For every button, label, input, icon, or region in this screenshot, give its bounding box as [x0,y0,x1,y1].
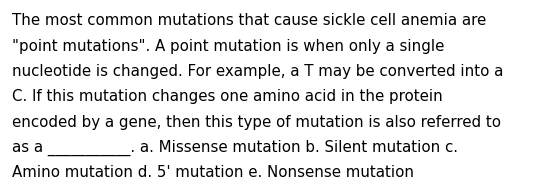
Text: "point mutations". A point mutation is when only a single: "point mutations". A point mutation is w… [12,39,445,54]
Text: Amino mutation d. 5' mutation e. Nonsense mutation: Amino mutation d. 5' mutation e. Nonsens… [12,165,414,180]
Text: C. If this mutation changes one amino acid in the protein: C. If this mutation changes one amino ac… [12,89,443,104]
Text: encoded by a gene, then this type of mutation is also referred to: encoded by a gene, then this type of mut… [12,115,501,130]
Text: nucleotide is changed. For example, a T may be converted into a: nucleotide is changed. For example, a T … [12,64,504,79]
Text: The most common mutations that cause sickle cell anemia are: The most common mutations that cause sic… [12,13,487,28]
Text: as a ___________. a. Missense mutation b. Silent mutation c.: as a ___________. a. Missense mutation b… [12,140,458,156]
